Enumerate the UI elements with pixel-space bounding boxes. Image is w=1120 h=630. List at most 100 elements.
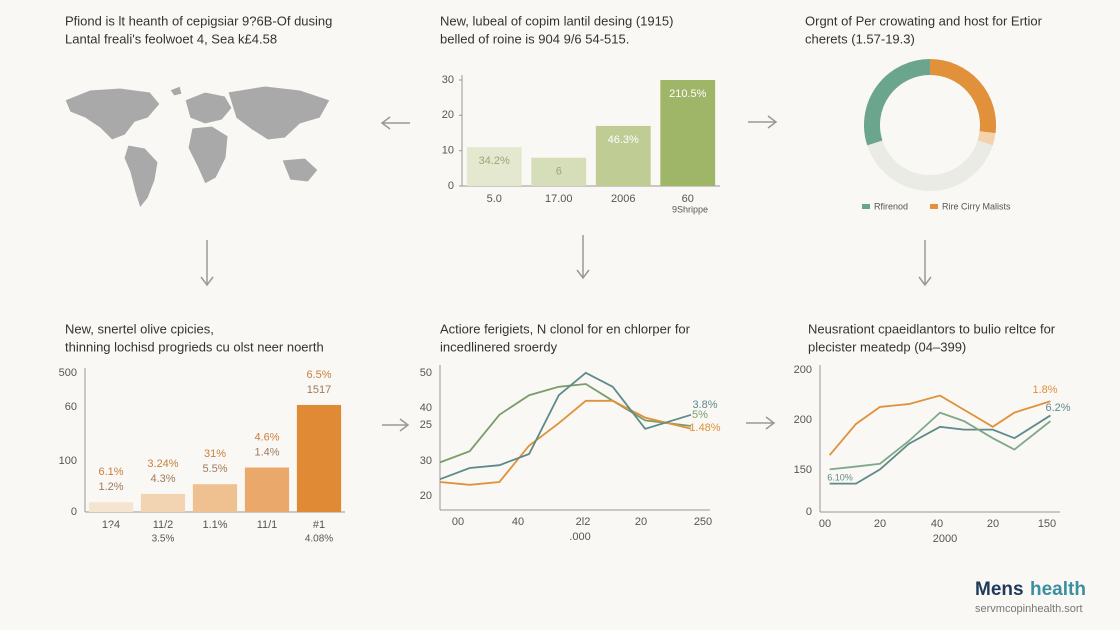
- y-axis-label: 150: [794, 464, 812, 476]
- x-axis-label: 2l2: [576, 516, 591, 528]
- bar: [244, 467, 290, 512]
- y-axis-label: 200: [794, 414, 812, 426]
- bar: [88, 502, 134, 512]
- bar-sublabel: 1.2%: [98, 481, 123, 493]
- x-axis-label: 20: [874, 518, 886, 530]
- chart-subtitle: incedlinered sroerdy: [440, 339, 558, 354]
- x-tick-label: 17.00: [545, 193, 573, 205]
- bar: [466, 147, 522, 186]
- y-axis-label: 50: [420, 367, 432, 379]
- donut-segment: [867, 140, 993, 191]
- chart-title: Orgnt of Per crowating and host for Erti…: [805, 13, 1043, 28]
- y-axis-label: 30: [420, 455, 432, 467]
- y-axis-label: 100: [59, 455, 77, 467]
- x-axis-label: 00: [819, 518, 831, 530]
- series-label: 6.2%: [1045, 402, 1070, 414]
- y-axis-label: 500: [59, 367, 77, 379]
- x-tick-label: 11/1: [257, 519, 278, 531]
- chart-title: Actiore ferigiets, N clonol for en chlor…: [440, 321, 691, 336]
- y-axis-label: 40: [420, 402, 432, 414]
- bar-sublabel: 5.5%: [202, 463, 227, 475]
- bar: [140, 493, 186, 512]
- line-series: [829, 414, 1051, 485]
- chart-title: New, snertel olive cpicies,: [65, 321, 214, 336]
- y-axis-label: 25: [420, 419, 432, 431]
- x-tick-label: #1: [313, 519, 325, 531]
- series-label: 3.8%: [692, 399, 717, 411]
- bar: [595, 125, 651, 186]
- arrows: [200, 115, 932, 432]
- annotation: 6.10%: [827, 472, 853, 482]
- line-series: [828, 394, 1051, 456]
- x-tick-label: 1.1%: [202, 519, 227, 531]
- donut-segment: [929, 59, 996, 134]
- bar: [660, 80, 716, 186]
- line-series: [439, 399, 692, 486]
- y-axis-label: 0: [71, 506, 77, 518]
- bar-label: 6: [556, 166, 562, 178]
- x-tick-label: 60: [682, 193, 694, 205]
- bar-sublabel: 1517: [307, 384, 331, 396]
- x-axis-label: 00: [452, 516, 464, 528]
- brand-url: servmcopinhealth.sort: [975, 603, 1083, 615]
- bar-label: 46.3%: [608, 134, 639, 146]
- x-sublabel: 4.08%: [305, 534, 333, 545]
- x-tick-label: 5.0: [487, 193, 502, 205]
- x-tick-label: 2006: [611, 193, 635, 205]
- y-tick-label: 10: [442, 145, 454, 157]
- x-axis-label: 20: [635, 516, 647, 528]
- bar: [296, 404, 342, 512]
- bar-label: 210.5%: [669, 88, 707, 100]
- bar-label: 3.24%: [147, 458, 178, 470]
- map-title: Lantal freali's feolwoet 4, Sea k£4.58: [65, 31, 277, 46]
- legend-label: Rfirenod: [874, 201, 908, 211]
- line-series: [829, 411, 1051, 471]
- donut-segment: [977, 131, 996, 146]
- bar-label: 6.1%: [98, 466, 123, 478]
- chart-title: Neusrationt cpaeidlantors to bulio reltc…: [808, 321, 1056, 336]
- y-axis-label: 200: [794, 364, 812, 376]
- brand-name: health: [1030, 579, 1086, 600]
- world-map: [64, 85, 331, 210]
- map-title: Pfiond is lt heanth of cepigsiar 9?6B-Of…: [65, 13, 332, 28]
- series-label: 1.48%: [689, 422, 720, 434]
- line-series: [439, 371, 692, 481]
- x-tick-label: 11/2: [153, 519, 174, 531]
- bar-sublabel: 4.3%: [150, 473, 175, 485]
- legend-label: Rire Cirry Malists: [942, 201, 1011, 211]
- bar: [192, 484, 238, 512]
- y-axis-label: 20: [420, 490, 432, 502]
- x-sublabel: 3.5%: [152, 534, 175, 545]
- y-tick-label: 30: [442, 74, 454, 86]
- chart-title: New, lubeal of copim lantil desing (1915…: [440, 13, 673, 28]
- bar-sublabel: 1.4%: [254, 446, 279, 458]
- x-note: 9Shrippe: [672, 204, 708, 214]
- x-axis-label: 40: [512, 516, 524, 528]
- bar-label: 4.6%: [254, 431, 279, 443]
- chart-subtitle: cherets (1.57-19.3): [805, 31, 915, 46]
- legend-swatch: [862, 204, 870, 209]
- series-label: 5%: [692, 409, 708, 421]
- chart-subtitle: thinning lochisd progrieds cu olst neer …: [65, 339, 324, 354]
- x-axis-label: 150: [1038, 518, 1056, 530]
- chart-subtitle: plecister meatedp (04–399): [808, 339, 966, 354]
- donut-segment: [864, 59, 931, 146]
- x-axis-label: 40: [931, 518, 943, 530]
- y-tick-label: 0: [448, 180, 454, 192]
- y-axis-label: 60: [65, 401, 77, 413]
- x-axis-label: 20: [987, 518, 999, 530]
- bar: [531, 157, 587, 186]
- bar-label: 31%: [204, 448, 226, 460]
- y-tick-label: 20: [442, 109, 454, 121]
- bar-label: 34.2%: [479, 155, 510, 167]
- chart-subtitle: belled of roine is 904 9/6 54-515.: [440, 31, 629, 46]
- x-axis-label: 250: [694, 516, 712, 528]
- x-tick-label: 1?4: [102, 519, 120, 531]
- brand-name: Mens: [975, 579, 1024, 600]
- y-axis-label: 0: [806, 506, 812, 518]
- x-axis-title: .000: [569, 531, 590, 543]
- legend-swatch: [930, 204, 938, 209]
- series-label: 1.8%: [1032, 384, 1057, 396]
- bar-label: 6.5%: [306, 369, 331, 381]
